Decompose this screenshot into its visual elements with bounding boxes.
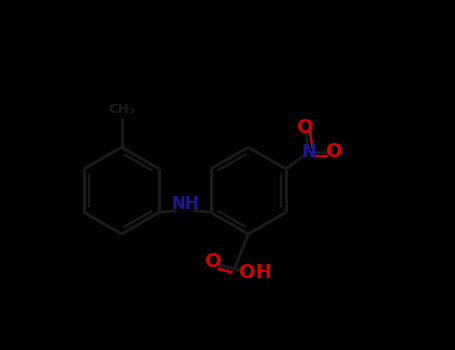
Text: CH₃: CH₃ xyxy=(108,103,135,116)
Text: OH: OH xyxy=(239,264,272,282)
Text: O: O xyxy=(326,142,343,161)
Text: O: O xyxy=(298,118,314,137)
Text: O: O xyxy=(205,252,222,271)
Text: NH: NH xyxy=(171,195,199,213)
Text: N: N xyxy=(301,142,316,161)
